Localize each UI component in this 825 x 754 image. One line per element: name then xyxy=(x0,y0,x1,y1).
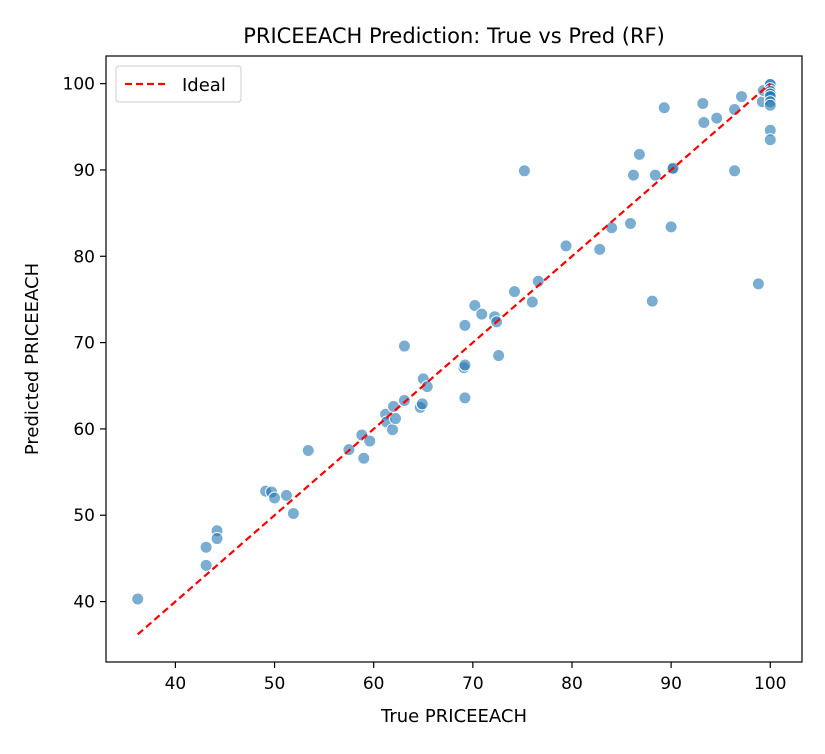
plot-area xyxy=(131,77,777,636)
data-point-21 xyxy=(397,339,411,353)
data-point-7 xyxy=(268,491,282,505)
legend: Ideal xyxy=(115,65,242,103)
legend-ideal-label: Ideal xyxy=(182,75,226,96)
data-point-37 xyxy=(525,295,539,309)
data-point-41 xyxy=(605,221,619,235)
legend-box xyxy=(115,65,242,103)
data-point-18 xyxy=(387,399,401,413)
data-point-1 xyxy=(199,540,213,554)
ideal-line xyxy=(137,82,771,636)
y-tick-label-100: 100 xyxy=(63,75,95,95)
data-point-51 xyxy=(696,96,710,110)
data-point-46 xyxy=(648,168,662,182)
data-point-39 xyxy=(559,239,573,253)
x-tick-label-60: 60 xyxy=(363,674,385,694)
y-tick-label-80: 80 xyxy=(73,247,95,267)
data-point-30 xyxy=(468,298,482,312)
data-point-44 xyxy=(632,147,646,161)
y-tick-label-90: 90 xyxy=(73,161,95,181)
x-axis-label: True PRICEEACH xyxy=(380,706,527,727)
data-point-4 xyxy=(210,532,224,546)
data-point-10 xyxy=(301,444,315,457)
data-point-40 xyxy=(593,242,607,256)
data-point-57 xyxy=(751,277,765,291)
y-tick-label-40: 40 xyxy=(73,593,95,613)
y-axis-ticks: 40 50 60 70 80 90 100 xyxy=(63,75,106,613)
x-tick-label-90: 90 xyxy=(660,674,682,694)
data-point-67 xyxy=(763,98,777,112)
data-point-48 xyxy=(664,220,678,234)
data-point-27 xyxy=(458,358,472,372)
data-point-13 xyxy=(357,451,371,465)
data-point-23 xyxy=(415,397,429,411)
x-tick-label-100: 100 xyxy=(754,674,786,694)
x-axis-ticks: 40 50 60 70 80 90 100 xyxy=(165,662,787,694)
y-axis-label: Predicted PRICEEACH xyxy=(22,263,43,455)
data-point-43 xyxy=(626,168,640,182)
x-tick-label-40: 40 xyxy=(165,674,187,694)
data-point-35 xyxy=(507,285,521,299)
data-point-2 xyxy=(199,558,213,572)
data-point-31 xyxy=(475,307,489,321)
x-tick-label-80: 80 xyxy=(561,674,583,694)
data-point-69 xyxy=(763,133,777,147)
data-point-34 xyxy=(492,349,506,363)
data-point-0 xyxy=(131,592,145,606)
data-point-14 xyxy=(363,434,377,448)
data-point-45 xyxy=(645,294,659,308)
data-point-42 xyxy=(623,216,637,230)
data-point-56 xyxy=(735,90,749,104)
data-point-55 xyxy=(728,164,742,178)
data-point-36 xyxy=(517,164,531,178)
data-point-19 xyxy=(389,412,402,426)
data-point-53 xyxy=(710,111,724,125)
chart-title: PRICEEACH Prediction: True vs Pred (RF) xyxy=(243,24,665,48)
data-point-28 xyxy=(458,318,472,332)
data-point-47 xyxy=(657,101,671,115)
data-point-17 xyxy=(386,423,400,437)
y-tick-label-70: 70 xyxy=(73,334,95,354)
y-tick-label-60: 60 xyxy=(73,420,95,440)
plot-frame xyxy=(105,55,803,663)
data-point-20 xyxy=(397,393,411,407)
x-tick-label-50: 50 xyxy=(264,674,286,694)
y-tick-label-50: 50 xyxy=(73,506,95,526)
data-point-9 xyxy=(286,507,300,521)
data-point-52 xyxy=(697,115,711,129)
data-point-8 xyxy=(279,488,293,502)
x-tick-label-70: 70 xyxy=(462,674,484,694)
data-point-29 xyxy=(458,391,472,405)
